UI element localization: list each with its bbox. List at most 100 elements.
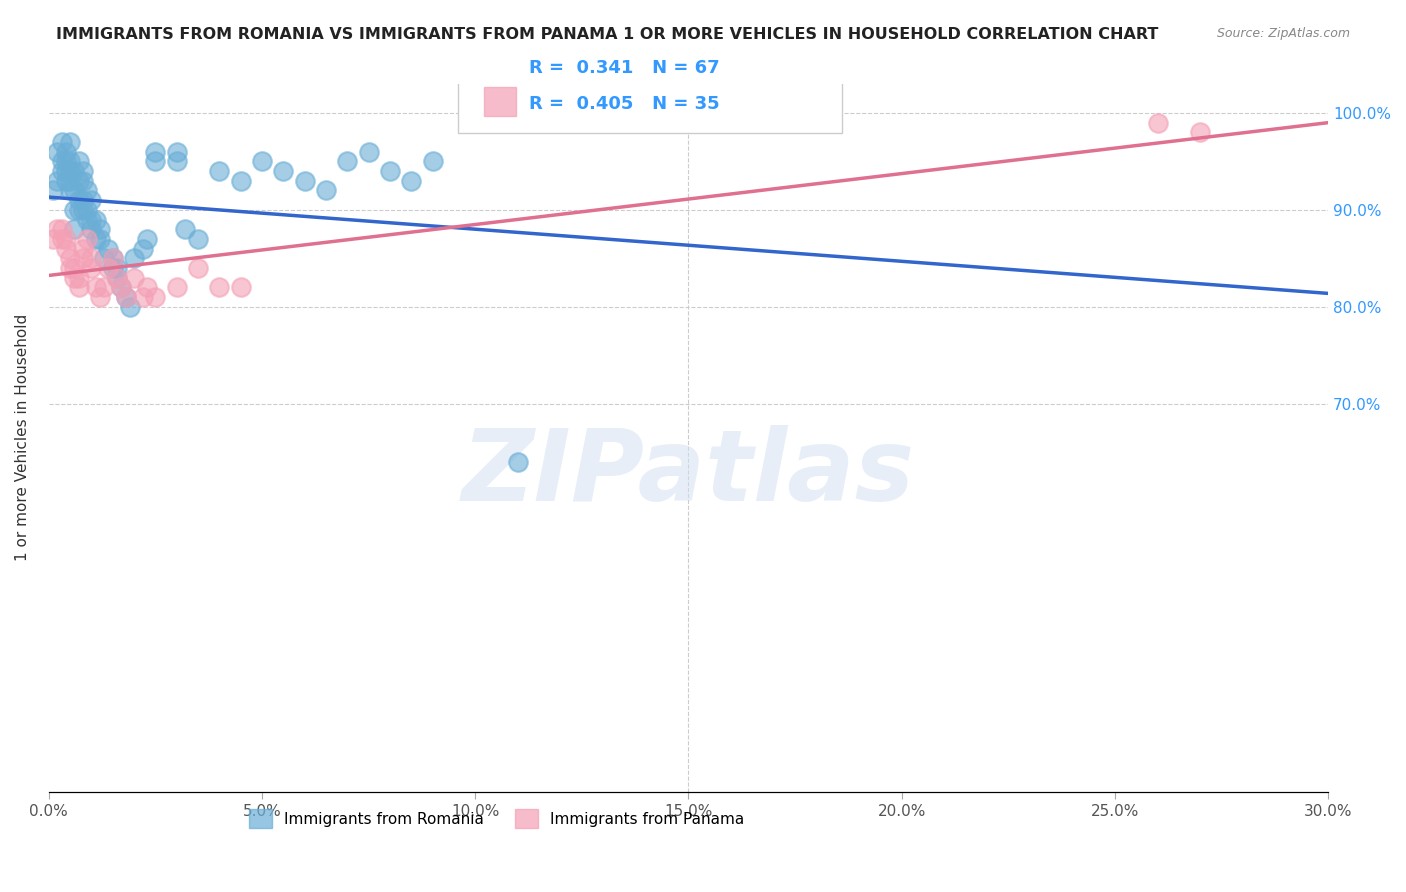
Point [271,164,294,178]
Point [80,252,103,266]
Point [101,252,124,266]
Point [51,154,73,169]
Point [59,154,82,169]
Point [67,193,90,207]
Point [174,222,197,236]
Text: R =  0.405   N = 35: R = 0.405 N = 35 [529,95,718,112]
Point [114,290,136,304]
Point [59,252,82,266]
Point [55,242,77,256]
Point [166,154,188,169]
Text: IMMIGRANTS FROM ROMANIA VS IMMIGRANTS FROM PANAMA 1 OR MORE VEHICLES IN HOUSEHOL: IMMIGRANTS FROM ROMANIA VS IMMIGRANTS FR… [56,27,1159,42]
Point [506,455,529,469]
Point [97,242,120,256]
Point [422,154,444,169]
Point [76,212,98,227]
Point [378,164,401,178]
Point [114,290,136,304]
Point [110,280,132,294]
Point [63,261,86,276]
Point [105,270,128,285]
Point [72,193,94,207]
Point [131,242,153,256]
Point [63,164,86,178]
Point [76,232,98,246]
Point [336,154,359,169]
Point [76,183,98,197]
Point [59,135,82,149]
Point [93,280,115,294]
Point [67,202,90,217]
Point [72,164,94,178]
Point [59,164,82,178]
Point [89,290,111,304]
Point [145,154,167,169]
Point [110,280,132,294]
Point [63,270,86,285]
Point [80,261,103,276]
Point [187,232,209,246]
Point [72,174,94,188]
Point [357,145,380,159]
Point [84,280,107,294]
Point [131,290,153,304]
Point [1189,125,1212,139]
Point [55,154,77,169]
FancyBboxPatch shape [484,87,516,116]
Point [208,164,231,178]
FancyBboxPatch shape [458,34,842,133]
Text: ZIPatlas: ZIPatlas [463,425,915,522]
Point [229,280,252,294]
Point [84,232,107,246]
Point [67,154,90,169]
Point [135,232,157,246]
Point [72,242,94,256]
Point [89,222,111,236]
Point [63,202,86,217]
Point [80,193,103,207]
Point [63,183,86,197]
Point [51,232,73,246]
Point [51,164,73,178]
Point [250,154,273,169]
Point [399,174,422,188]
Point [122,252,145,266]
Point [145,290,167,304]
Point [67,270,90,285]
Point [72,202,94,217]
FancyBboxPatch shape [484,52,516,80]
Point [80,222,103,236]
Point [59,174,82,188]
Text: Source: ZipAtlas.com: Source: ZipAtlas.com [1216,27,1350,40]
Point [93,252,115,266]
Point [229,174,252,188]
Point [84,212,107,227]
Y-axis label: 1 or more Vehicles in Household: 1 or more Vehicles in Household [15,314,30,561]
Point [46,145,69,159]
Point [105,270,128,285]
Point [315,183,337,197]
Point [55,145,77,159]
Point [72,252,94,266]
Point [80,212,103,227]
Point [42,183,65,197]
Point [76,202,98,217]
Point [135,280,157,294]
Point [101,261,124,276]
Point [105,261,128,276]
Point [67,174,90,188]
Point [1146,115,1168,129]
Point [51,135,73,149]
Point [145,145,167,159]
Point [46,222,69,236]
Point [46,174,69,188]
Point [122,270,145,285]
Point [208,280,231,294]
Point [166,145,188,159]
Point [97,261,120,276]
Point [89,232,111,246]
Point [51,222,73,236]
Text: R =  0.341   N = 67: R = 0.341 N = 67 [529,59,718,77]
Point [42,232,65,246]
Point [59,183,82,197]
